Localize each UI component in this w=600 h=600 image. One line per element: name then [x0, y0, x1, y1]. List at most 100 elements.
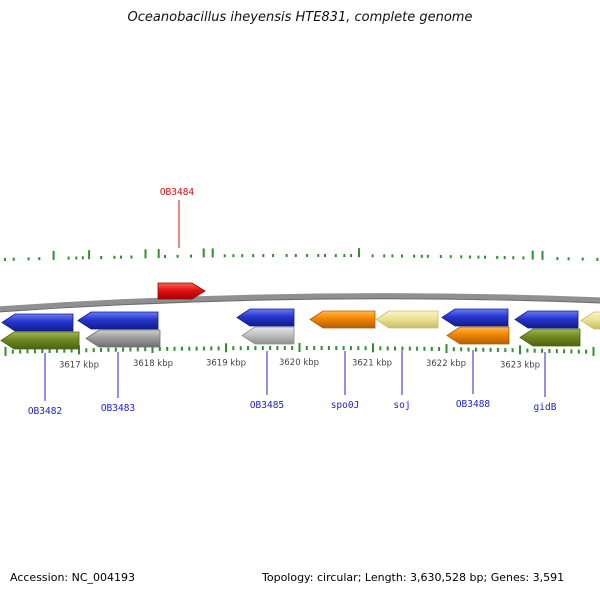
density-tick: [496, 255, 499, 259]
density-tick: [164, 255, 166, 258]
gene-label-spo0J[interactable]: spo0J: [331, 400, 360, 411]
density-tick: [484, 255, 486, 259]
density-tick: [503, 256, 506, 260]
gene-arrow-OB3488[interactable]: [446, 326, 510, 345]
density-tick: [306, 254, 309, 257]
density-tick: [343, 254, 346, 258]
scale-minor-tick: [423, 346, 426, 351]
scale-minor-tick: [239, 346, 242, 351]
scale-minor-tick: [158, 347, 161, 351]
scale-minor-tick: [202, 346, 205, 351]
density-tick: [100, 256, 103, 259]
gene-arrow-gene-14[interactable]: [580, 311, 600, 330]
gene-label-soj[interactable]: soj: [393, 400, 410, 411]
gene-arrow-OB3482[interactable]: [0, 331, 80, 350]
density-tick: [420, 254, 423, 258]
gene-arrow-OB3485[interactable]: [241, 326, 295, 345]
page-title: Oceanobacillus iheyensis HTE831, complet…: [127, 10, 473, 25]
gene-arrow-gene-12[interactable]: [514, 310, 579, 329]
density-tick: [190, 254, 192, 258]
gene-label-OB3485[interactable]: OB3485: [250, 400, 284, 411]
gene-label-OB3484[interactable]: OB3484: [160, 187, 195, 198]
scale-minor-tick: [210, 346, 213, 351]
density-tick: [531, 250, 534, 260]
scale-minor-tick: [511, 348, 514, 353]
scale-minor-tick: [232, 346, 235, 351]
scale-minor-tick: [489, 347, 492, 352]
gene-label-OB3483[interactable]: OB3483: [101, 403, 135, 414]
scale-minor-tick: [85, 348, 88, 353]
density-tick: [144, 249, 147, 259]
density-tick: [449, 255, 452, 259]
density-tick: [512, 256, 515, 260]
scale-major-tick: [151, 344, 154, 354]
status-genome-summary: Topology: circular; Length: 3,630,528 bp…: [262, 571, 565, 584]
scale-minor-tick: [195, 346, 198, 351]
density-tick: [81, 256, 84, 260]
scale-minor-tick: [122, 347, 125, 352]
density-tick: [113, 255, 116, 259]
density-tick: [556, 257, 559, 261]
scale-label: 3617 kbp: [59, 360, 99, 370]
scale-tick-row: [4, 343, 595, 356]
scale-minor-tick: [261, 346, 264, 351]
scale-minor-tick: [526, 348, 529, 353]
scale-minor-tick: [26, 349, 29, 354]
density-tick: [285, 254, 288, 257]
scale-minor-tick: [305, 346, 308, 350]
gene-arrow-gene-6[interactable]: [236, 308, 295, 327]
scale-minor-tick: [401, 346, 404, 351]
scale-minor-tick: [144, 347, 147, 352]
gene-label-OB3482[interactable]: OB3482: [28, 406, 62, 417]
density-tick: [262, 254, 265, 258]
scale-minor-tick: [364, 346, 367, 351]
gene-arrow-gene-10[interactable]: [441, 308, 509, 327]
density-tick: [241, 254, 244, 258]
density-tick: [223, 254, 226, 258]
scale-minor-tick: [33, 349, 36, 354]
gene-label-gidB[interactable]: gidB: [534, 402, 557, 413]
scale-major-tick: [519, 345, 521, 355]
density-tick: [294, 254, 297, 257]
density-tick: [324, 254, 326, 257]
scale-minor-tick: [114, 347, 117, 352]
scale-minor-tick: [320, 346, 323, 350]
gene-label-OB3488[interactable]: OB3488: [456, 399, 491, 410]
gene-arrow-gene-3[interactable]: [77, 311, 159, 330]
scale-minor-tick: [379, 346, 382, 351]
gene-arrow-OB3484[interactable]: [157, 282, 206, 300]
gene-arrow-soj[interactable]: [375, 310, 439, 329]
scale-minor-tick: [313, 346, 316, 350]
scale-minor-tick: [136, 347, 139, 352]
scale-minor-tick: [357, 346, 360, 351]
scale-minor-tick: [129, 347, 132, 352]
scale-minor-tick: [563, 349, 566, 354]
density-tick: [27, 257, 30, 261]
scale-major-tick: [592, 346, 595, 356]
density-tick: [522, 256, 525, 260]
gene-arrow-gene-1[interactable]: [1, 313, 74, 332]
scale-minor-tick: [166, 346, 169, 351]
scale-minor-tick: [541, 348, 543, 353]
scale-minor-tick: [496, 348, 499, 352]
scale-minor-tick: [107, 347, 110, 352]
scale-major-tick: [445, 344, 448, 354]
density-tick: [202, 248, 205, 258]
density-tick: [157, 249, 160, 259]
density-tick: [468, 255, 471, 259]
gene-arrow-spo0J[interactable]: [309, 310, 376, 329]
scale-minor-tick: [416, 346, 419, 351]
density-tick: [460, 255, 463, 259]
density-tick: [391, 254, 394, 258]
scale-minor-tick: [533, 348, 536, 353]
gene-arrow-OB3483[interactable]: [85, 329, 161, 348]
scale-minor-tick: [335, 346, 338, 351]
gene-arrow-gidB[interactable]: [519, 328, 581, 347]
density-tick: [67, 256, 70, 260]
scale-label: 3621 kbp: [352, 358, 392, 368]
scale-minor-tick: [327, 346, 330, 350]
scale-minor-tick: [504, 348, 507, 353]
scale-minor-tick: [548, 349, 551, 353]
